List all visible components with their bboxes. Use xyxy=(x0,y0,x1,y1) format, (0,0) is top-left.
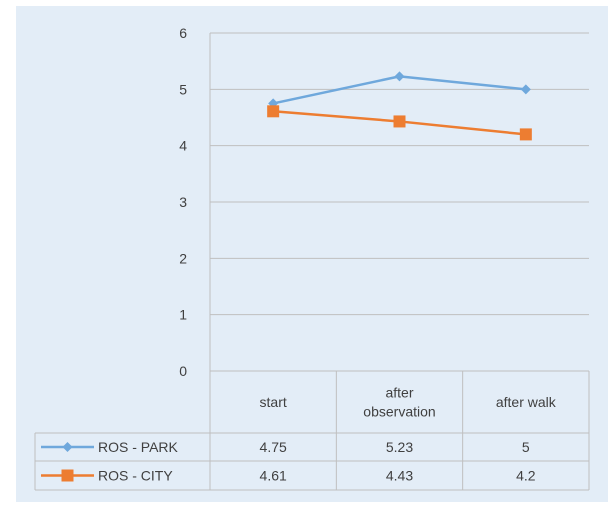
y-tick-label: 0 xyxy=(179,363,187,379)
data-point-marker xyxy=(267,105,280,118)
table-value-cell: 4.61 xyxy=(260,468,287,484)
y-tick-label: 5 xyxy=(179,81,187,97)
category-label: after xyxy=(385,385,413,401)
y-tick-label: 4 xyxy=(179,138,187,154)
category-label: after walk xyxy=(496,394,557,410)
legend-key-marker xyxy=(62,442,73,452)
legend-key-marker xyxy=(61,469,74,482)
category-label: observation xyxy=(363,404,435,420)
legend-label: ROS - PARK xyxy=(98,439,179,455)
table-value-cell: 4.43 xyxy=(386,468,413,484)
y-tick-label: 1 xyxy=(179,307,187,323)
data-point-marker xyxy=(519,128,532,141)
data-point-marker xyxy=(394,71,405,82)
data-point-marker xyxy=(520,84,531,95)
legend-label: ROS - CITY xyxy=(98,468,173,484)
table-value-cell: 5 xyxy=(522,439,530,455)
y-tick-label: 3 xyxy=(179,194,187,210)
y-tick-label: 6 xyxy=(179,25,187,41)
category-label: start xyxy=(260,394,287,410)
table-value-cell: 5.23 xyxy=(386,439,413,455)
table-value-cell: 4.75 xyxy=(260,439,287,455)
data-point-marker xyxy=(393,115,406,128)
table-value-cell: 4.2 xyxy=(516,468,536,484)
y-tick-label: 2 xyxy=(179,250,187,266)
